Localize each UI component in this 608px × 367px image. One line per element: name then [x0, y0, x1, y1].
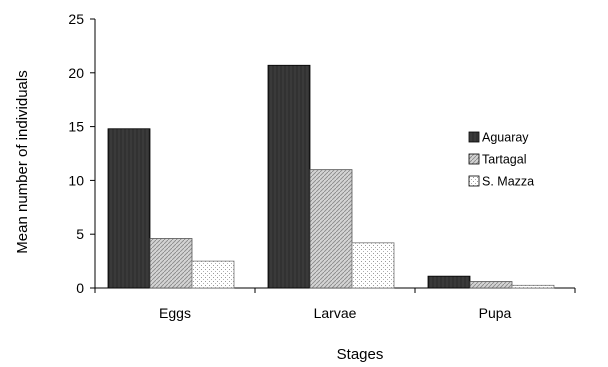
legend: Aguaray Tartagal S. Mazza: [468, 131, 534, 189]
x-axis: Eggs Larvae Pupa: [94, 287, 576, 321]
y-tick-label: 10: [68, 172, 84, 188]
legend-swatch: [468, 131, 480, 143]
y-tick-label: 20: [68, 65, 84, 81]
bar-aguaray-larvae: [267, 64, 311, 289]
y-tick-label: 0: [76, 280, 84, 296]
bars-group: [107, 64, 555, 289]
x-category-label: Eggs: [159, 305, 191, 321]
y-axis: 0 5 10 15 20 25: [68, 11, 96, 296]
bar-s-mazza-pupa: [511, 284, 555, 289]
legend-swatch: [468, 175, 480, 187]
bar-aguaray-eggs: [107, 128, 151, 289]
y-tick-label: 25: [68, 11, 84, 27]
y-tick-label: 5: [76, 226, 84, 242]
bar-s-mazza-larvae: [351, 242, 395, 289]
bar-aguaray-pupa: [427, 275, 471, 289]
y-axis-title: Mean number of individuals: [14, 70, 31, 253]
legend-label: Tartagal: [482, 153, 526, 167]
legend-label: Aguaray: [482, 131, 529, 145]
x-category-label: Larvae: [314, 305, 357, 321]
x-axis-title: Stages: [337, 346, 384, 363]
x-category-label: Pupa: [479, 305, 512, 321]
y-tick-label: 15: [68, 119, 84, 135]
bar-tartagal-pupa: [469, 281, 513, 289]
bar-tartagal-eggs: [149, 238, 193, 289]
legend-label: S. Mazza: [482, 175, 534, 189]
bar-s-mazza-eggs: [191, 260, 235, 289]
bar-tartagal-larvae: [309, 169, 353, 289]
legend-swatch: [468, 153, 480, 165]
